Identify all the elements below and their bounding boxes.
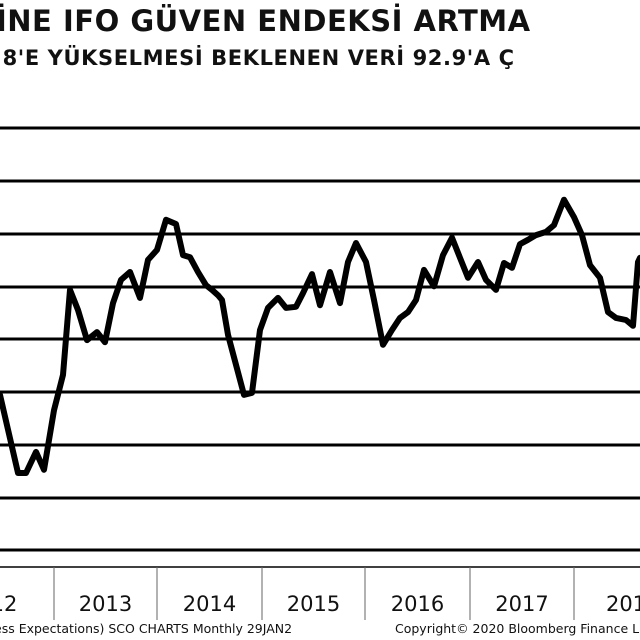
x-tick-label: 12 xyxy=(0,592,18,616)
chart-title: İNE IFO GÜVEN ENDEKSİ ARTMA xyxy=(0,4,531,38)
gridlines xyxy=(0,126,640,552)
chart-subtitle: .8'E YÜKSELMESİ BEKLENEN VERİ 92.9'A Ç xyxy=(0,46,515,70)
x-tick-label: 2015 xyxy=(286,592,341,616)
series-line xyxy=(0,196,640,476)
x-tick-label: 2017 xyxy=(495,592,549,616)
x-tick-label: 2016 xyxy=(390,592,445,616)
x-tick-label: 201 xyxy=(605,592,640,616)
x-tick-label: 2013 xyxy=(78,592,133,616)
footer-source: ess Expectations) SCO CHARTS Monthly 29J… xyxy=(0,621,293,636)
footer-copyright: Copyright© 2020 Bloomberg Finance L.P. xyxy=(395,621,640,636)
x-tick-label: 2014 xyxy=(182,592,237,616)
x-axis-ticks xyxy=(53,567,575,620)
